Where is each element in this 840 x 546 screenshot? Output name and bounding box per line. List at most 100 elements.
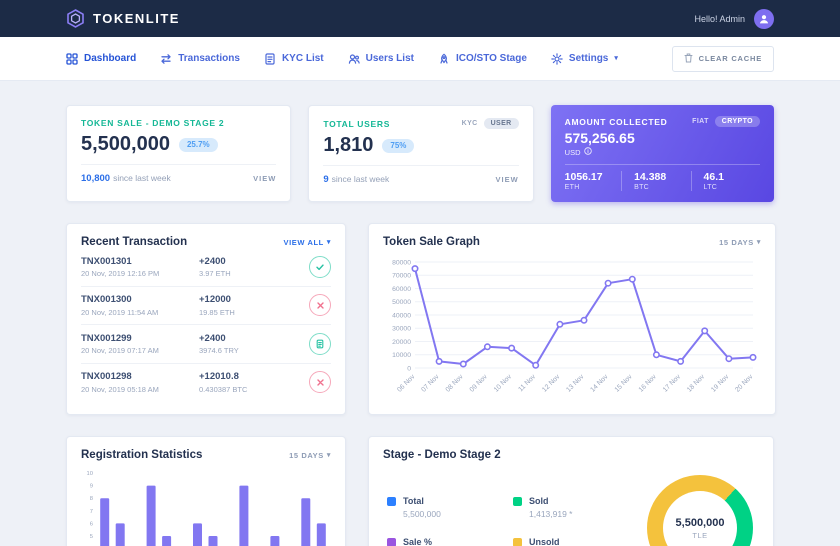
stage-title: Stage - Demo Stage 2: [383, 449, 501, 461]
svg-text:08 Nov: 08 Nov: [445, 373, 466, 394]
ltc-value: 46.1: [703, 171, 724, 184]
transaction-id: TNX001300: [81, 294, 132, 305]
graph-period-label: 15 DAYS: [719, 237, 754, 247]
svg-text:15 Nov: 15 Nov: [614, 373, 635, 394]
bar-period-select[interactable]: 15 DAYS ▾: [289, 451, 331, 460]
transactions-swap-icon: [160, 53, 172, 65]
bar-period-label: 15 DAYS: [289, 450, 324, 460]
transaction-row: TNX001298 20 Nov, 2019 05:18 AM +12010.8…: [81, 364, 331, 402]
total-users-view-link[interactable]: VIEW: [495, 175, 519, 184]
transaction-row: TNX001299 20 Nov, 2019 07:17 AM +2400 39…: [81, 325, 331, 364]
brand-name: TOKENLITE: [93, 11, 180, 26]
nav-item-dashboard[interactable]: Dashboard: [66, 52, 136, 65]
legend-swatch: [387, 497, 396, 506]
transaction-amount: +12000: [199, 294, 231, 305]
chevron-down-icon: ▾: [756, 238, 761, 246]
recent-transactions-card: Recent Transaction VIEW ALL ▾ TNX001301 …: [66, 223, 346, 415]
svg-text:18 Nov: 18 Nov: [686, 373, 707, 394]
transaction-equivalent: 3.97 ETH: [199, 269, 231, 278]
nav-item-kyc-list[interactable]: KYC List: [264, 52, 324, 65]
svg-text:7: 7: [90, 509, 93, 515]
clear-cache-button[interactable]: CLEAR CACHE: [671, 45, 774, 72]
user-menu[interactable]: Hello! Admin: [694, 8, 774, 29]
stage-donut-wrap: 5,500,000 TLE: [641, 475, 759, 546]
status-canceled-icon[interactable]: [309, 371, 331, 394]
token-sale-card: TOKEN SALE - DEMO STAGE 2 5,500,000 25.7…: [66, 105, 292, 202]
fiat-toggle-option[interactable]: FIAT: [692, 118, 709, 125]
nav-item-transactions[interactable]: Transactions: [160, 53, 240, 65]
delta-text: since last week: [331, 174, 390, 184]
users-icon: [348, 53, 360, 65]
eth-value: 1056.17: [564, 171, 603, 184]
users-kyc-toggle: KYC USER: [462, 118, 519, 129]
tokenlite-logo-icon: [66, 9, 85, 28]
svg-text:20000: 20000: [392, 339, 411, 346]
transaction-id: TNX001299: [81, 332, 132, 344]
rocket-icon: [438, 53, 450, 65]
ltc-unit: LTC: [703, 184, 718, 192]
nav-item-ico-sto-stage[interactable]: ICO/STO Stage: [438, 53, 527, 65]
status-approved-icon[interactable]: [309, 255, 331, 278]
token-sale-title: TOKEN SALE - DEMO STAGE 2: [81, 118, 225, 128]
crypto-totals: 1056.17 ETH 14.388 BTC 46.1 LTC: [564, 164, 760, 192]
svg-text:17 Nov: 17 Nov: [662, 373, 683, 394]
nav-item-settings[interactable]: Settings ▾: [551, 52, 618, 65]
user-toggle-option[interactable]: USER: [483, 118, 519, 129]
bottom-row: Registration Statistics 15 DAYS ▾ 012345…: [66, 436, 774, 546]
token-sale-value: 5,500,000: [81, 133, 170, 155]
trash-icon: [684, 53, 693, 65]
stage-legend: Total 5,500,000 Sold 1,413,919 *: [383, 496, 627, 546]
nav-item-users-list[interactable]: Users List: [348, 53, 414, 65]
brand-link[interactable]: TOKENLITE: [66, 9, 180, 28]
gear-icon: [551, 52, 563, 65]
svg-text:20 Nov: 20 Nov: [734, 373, 755, 394]
svg-text:0: 0: [407, 365, 411, 372]
svg-text:30000: 30000: [392, 326, 411, 333]
nav-label-kyc-list: KYC List: [281, 53, 324, 64]
legend-swatch: [513, 497, 522, 506]
user-avatar-icon: [754, 8, 774, 29]
svg-text:6: 6: [90, 521, 93, 527]
stage-donut-center: 5,500,000 TLE: [663, 491, 737, 546]
svg-text:13 Nov: 13 Nov: [565, 373, 586, 394]
svg-text:10: 10: [87, 471, 93, 477]
info-icon[interactable]: [583, 147, 592, 157]
nav-items: Dashboard Transactions KYC List: [66, 52, 618, 65]
nav-label-users-list: Users List: [365, 53, 414, 64]
delta-text: since last week: [113, 173, 171, 183]
total-users-percent-badge: 75%: [382, 138, 415, 153]
total-users-delta: 9 since last week: [323, 174, 389, 185]
svg-text:19 Nov: 19 Nov: [710, 373, 731, 394]
token-sale-view-link[interactable]: VIEW: [253, 174, 277, 183]
transaction-amount: +2400: [199, 332, 226, 344]
crypto-total-btc: 14.388 BTC: [621, 171, 690, 192]
graph-period-select[interactable]: 15 DAYS ▾: [719, 238, 761, 247]
token-sale-graph-title: Token Sale Graph: [383, 236, 480, 248]
btc-unit: BTC: [634, 184, 649, 192]
user-greeting: Hello! Admin: [694, 13, 745, 24]
eth-unit: ETH: [564, 184, 580, 192]
donut-center-label: TLE: [692, 530, 708, 540]
btc-value: 14.388: [634, 171, 667, 184]
total-users-card: TOTAL USERS KYC USER 1,810 75% 9 since la…: [308, 105, 534, 202]
legend-swatch: [513, 538, 522, 546]
legend-label: Total: [403, 496, 424, 506]
token-sale-graph-card: Token Sale Graph 15 DAYS ▾ 0 10000 20000 30…: [368, 223, 776, 415]
status-review-file-icon[interactable]: [309, 332, 331, 355]
transaction-equivalent: 0.430387 BTC: [199, 384, 248, 394]
legend-value: 1,413,919 *: [529, 509, 573, 519]
recent-transactions-title: Recent Transaction: [81, 236, 188, 248]
view-all-link[interactable]: VIEW ALL ▾: [284, 238, 331, 247]
amount-collected-title: AMOUNT COLLECTED: [564, 116, 668, 127]
transaction-row: TNX001301 20 Nov, 2019 12:16 PM +2400 3.…: [81, 248, 331, 287]
clear-cache-label: CLEAR CACHE: [698, 54, 762, 63]
transaction-date: 20 Nov, 2019 12:16 PM: [81, 269, 160, 278]
crypto-toggle-option[interactable]: CRYPTO: [714, 116, 760, 127]
svg-text:5: 5: [90, 534, 93, 540]
svg-text:14 Nov: 14 Nov: [589, 373, 610, 394]
mid-row: Recent Transaction VIEW ALL ▾ TNX001301 …: [66, 223, 776, 415]
status-canceled-icon[interactable]: [309, 294, 331, 317]
nav-label-settings: Settings: [568, 53, 609, 64]
kyc-toggle-option[interactable]: KYC: [461, 120, 478, 127]
svg-text:80000: 80000: [392, 259, 411, 266]
